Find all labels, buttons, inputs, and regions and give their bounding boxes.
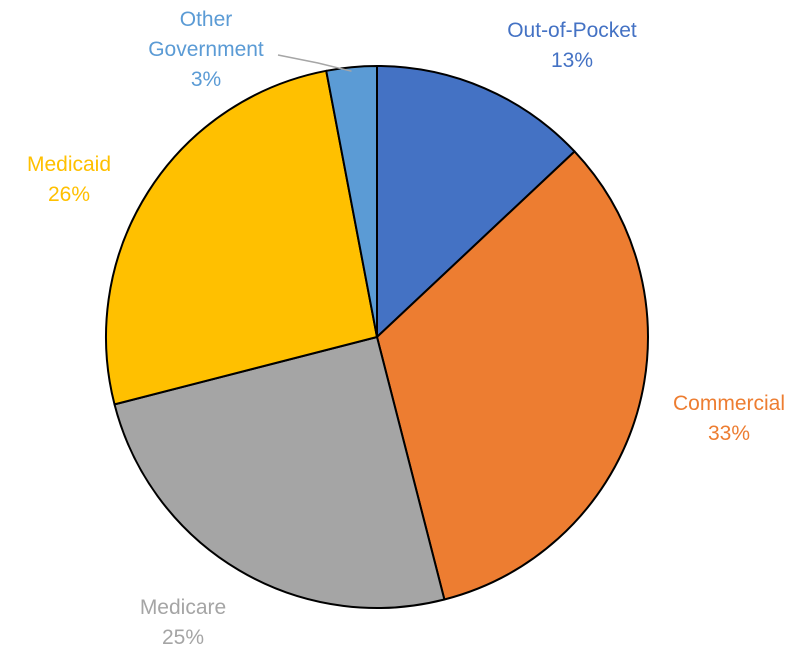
pie-slice-medicare [113, 336, 446, 609]
slice-label-medicaid: Medicaid 26% [27, 153, 111, 206]
slice-label-commercial: Commercial 33% [673, 392, 785, 445]
pie-slices [104, 65, 649, 609]
leader-lines [277, 54, 352, 72]
slice-label-out-of-pocket: Out-of-Pocket 13% [507, 19, 637, 72]
slice-labels: Out-of-Pocket 13% Commercial 33% Medicare 25%… [27, 8, 785, 648]
pie-slice-commercial [376, 150, 649, 601]
leader-line-other-government [277, 54, 352, 72]
pie-slice-other-government [325, 65, 378, 338]
slice-label-medicare: Medicare 25% [140, 596, 226, 648]
pie-slice-out-of-pocket [376, 65, 576, 338]
slice-label-other-government: Other Government 3% [148, 8, 264, 91]
pie-slice-medicaid [104, 69, 378, 406]
